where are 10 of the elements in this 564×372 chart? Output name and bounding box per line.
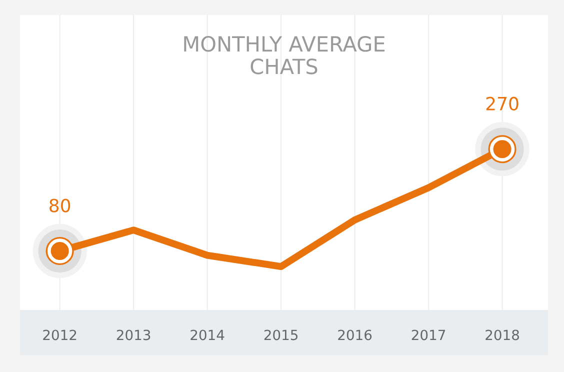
- data-label: 270: [486, 96, 518, 110]
- x-tick-label: 2018: [486, 330, 519, 340]
- x-tick-label: 2016: [338, 330, 372, 340]
- x-tick-label: 2017: [412, 330, 446, 340]
- x-tick-label: 2013: [116, 330, 150, 340]
- text: MONTHLY AVERAGE CHATS: [184, 36, 385, 74]
- x-tick-label: 2015: [264, 330, 298, 340]
- x-tick-label: 2014: [190, 330, 224, 340]
- x-tick-label: 2012: [43, 330, 76, 340]
- data-label: 80: [50, 198, 70, 212]
